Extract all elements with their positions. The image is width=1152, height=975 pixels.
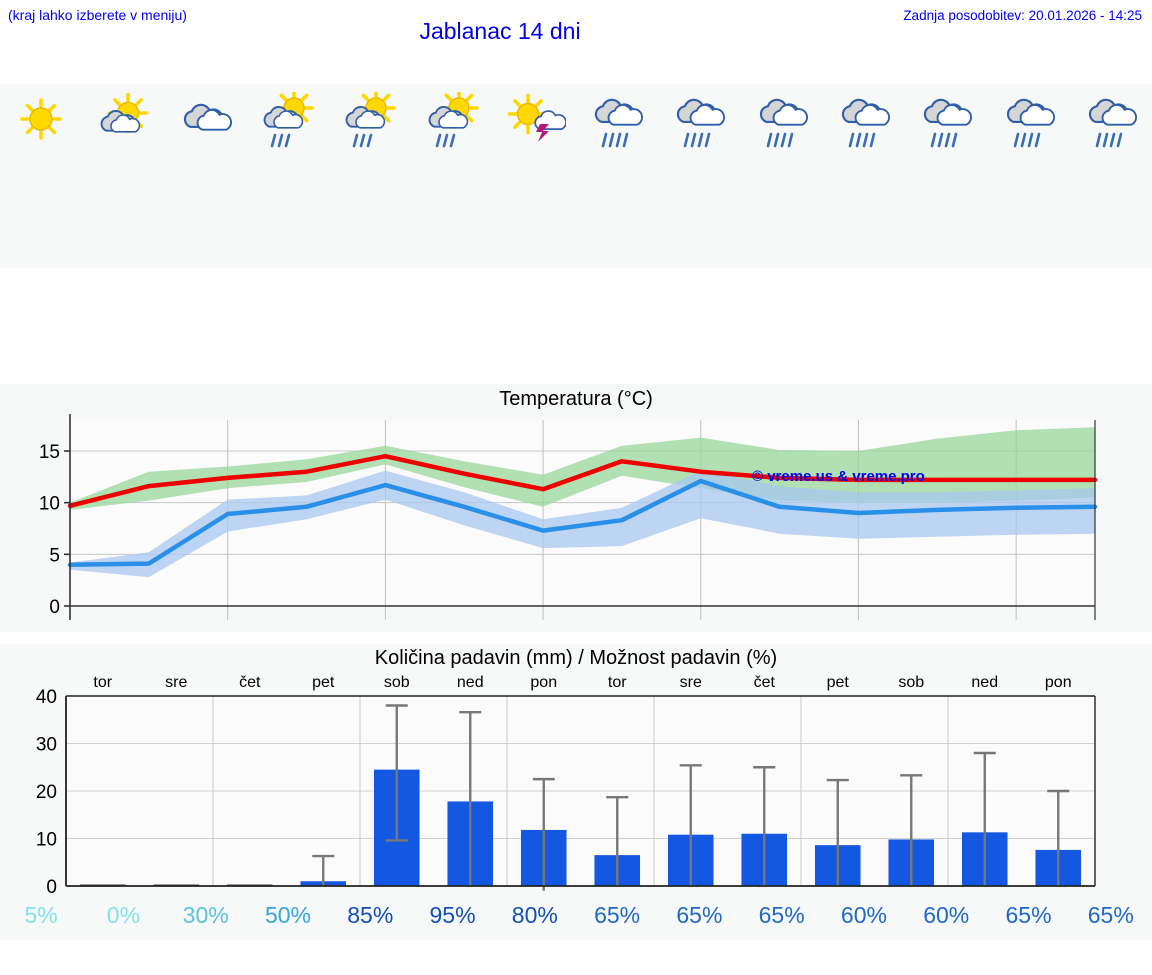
- precipitation-day-label: sob: [898, 674, 924, 691]
- precipitation-probability-value: 95%: [429, 902, 476, 928]
- precipitation-day-label: ned: [457, 674, 484, 691]
- precipitation-probability-row: 5% 0% 30% 50% 85% 95% 80% 65% 65% 65% 60% 60% 65% 65%: [0, 898, 1152, 938]
- precipitation-day-label: čet: [754, 674, 776, 691]
- precipitation-probability-value: 60%: [923, 902, 970, 928]
- precipitation-day-label: sre: [165, 674, 187, 691]
- sunny-icon: [0, 90, 82, 152]
- precipitation-y-tick-label: 10: [36, 830, 57, 851]
- forecast-day-column[interactable]: [494, 84, 576, 268]
- cloud-rain-icon: [823, 90, 905, 152]
- cloud-rain-icon: [658, 90, 740, 152]
- forecast-day-column[interactable]: [905, 84, 987, 268]
- sun-cloud-rain-icon: [247, 90, 329, 152]
- precipitation-probability-value: 85%: [347, 902, 394, 928]
- precipitation-chart-svg: tor sre čet pet sob ned pon tor sre čet pet sob ned p…: [36, 674, 1096, 898]
- daily-forecast-strip: [0, 84, 1152, 268]
- precipitation-day-label: tor: [608, 674, 627, 691]
- location-menu-note: (kraj lahko izberete v meniju): [8, 7, 187, 23]
- cloud-rain-icon: [905, 90, 987, 152]
- precipitation-y-tick-label: 40: [36, 687, 57, 708]
- temperature-chart-svg: 0 5 10 15 © vreme.us & vreme.pro: [39, 414, 1098, 620]
- cloud-rain-icon: [1070, 90, 1152, 152]
- temperature-chart-panel: Temperatura (°C) 0 5 10 15 © vreme.us & vrem…: [0, 384, 1152, 632]
- precipitation-probability-value: 50%: [264, 902, 311, 928]
- partly-sunny-icon: [82, 90, 164, 152]
- precipitation-probability-value: 60%: [840, 902, 887, 928]
- temperature-y-tick-label: 15: [39, 442, 60, 463]
- temperature-chart-title: Temperatura (°C): [499, 388, 653, 410]
- copyright-annotation: © vreme.us & vreme.pro: [752, 468, 925, 485]
- precipitation-probability-value: 65%: [1005, 902, 1052, 928]
- forecast-day-column[interactable]: [741, 84, 823, 268]
- precipitation-day-label: pon: [1045, 674, 1072, 691]
- precipitation-y-tick-label: 30: [36, 735, 57, 756]
- precipitation-day-label: čet: [239, 674, 261, 691]
- precipitation-chart-panel: Količina padavin (mm) / Možnost padavin …: [0, 644, 1152, 940]
- precipitation-probability-value: 65%: [1087, 902, 1134, 928]
- precipitation-probability-value: 65%: [676, 902, 723, 928]
- page-title: Jablanac 14 dni: [419, 18, 581, 44]
- temperature-y-tick-label: 5: [49, 545, 60, 566]
- precipitation-probability-value: 65%: [758, 902, 805, 928]
- precipitation-day-label: pet: [312, 674, 335, 691]
- forecast-day-column[interactable]: [329, 84, 411, 268]
- forecast-day-column[interactable]: [1070, 84, 1152, 268]
- sun-cloud-rain-icon: [411, 90, 493, 152]
- temperature-y-tick-label: 0: [49, 597, 60, 618]
- precipitation-day-label: tor: [93, 674, 112, 691]
- precipitation-chart-title: Količina padavin (mm) / Možnost padavin …: [374, 647, 778, 669]
- precipitation-probability-value: 30%: [182, 902, 229, 928]
- cloudy-icon: [165, 90, 247, 152]
- cloud-rain-icon: [576, 90, 658, 152]
- precipitation-day-label: ned: [971, 674, 998, 691]
- temperature-line-min: [67, 478, 1098, 567]
- forecast-day-column[interactable]: [987, 84, 1069, 268]
- forecast-day-column[interactable]: [823, 84, 905, 268]
- temperature-range-band: [70, 427, 1095, 510]
- forecast-day-column[interactable]: [82, 84, 164, 268]
- forecast-day-column[interactable]: [411, 84, 493, 268]
- cloud-rain-icon: [741, 90, 823, 152]
- precipitation-probability-value: 0%: [106, 902, 141, 928]
- sun-cloud-storm-icon: [494, 90, 576, 152]
- precipitation-probability-value: 5%: [24, 902, 58, 928]
- sun-cloud-rain-icon: [329, 90, 411, 152]
- temperature-y-tick-label: 10: [39, 494, 60, 515]
- forecast-day-column[interactable]: [576, 84, 658, 268]
- precipitation-day-label: sob: [384, 674, 410, 691]
- precipitation-probability-value: 80%: [511, 902, 558, 928]
- forecast-day-column[interactable]: [0, 84, 82, 268]
- precipitation-y-tick-label: 0: [46, 877, 57, 898]
- precipitation-probability-value: 65%: [594, 902, 641, 928]
- temperature-line-max: [67, 453, 1098, 509]
- precipitation-day-label: sre: [680, 674, 702, 691]
- precipitation-y-tick-label: 20: [36, 782, 57, 803]
- precipitation-day-label: pon: [530, 674, 557, 691]
- cloud-rain-icon: [987, 90, 1069, 152]
- last-updated-label: Zadnja posodobitev: 20.01.2026 - 14:25: [903, 8, 1142, 23]
- forecast-day-column[interactable]: [658, 84, 740, 268]
- forecast-day-column[interactable]: [247, 84, 329, 268]
- forecast-day-column[interactable]: [165, 84, 247, 268]
- precipitation-day-label: pet: [827, 674, 850, 691]
